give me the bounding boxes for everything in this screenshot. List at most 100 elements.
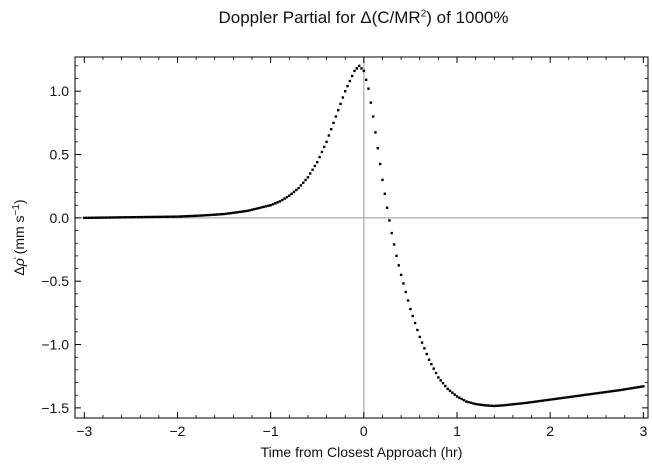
data-point (269, 204, 272, 207)
x-tick-label: −2 (170, 423, 186, 439)
data-point (99, 216, 102, 219)
y-tick-label: −0.5 (41, 273, 69, 289)
data-point (229, 211, 233, 215)
data-point (325, 140, 328, 144)
data-point (341, 96, 345, 99)
y-tick-label: 0.5 (50, 147, 70, 163)
data-point (327, 134, 331, 137)
data-point (134, 215, 137, 219)
data-point (206, 213, 209, 217)
data-point (264, 205, 268, 208)
data-point (292, 190, 296, 194)
data-point (201, 214, 205, 217)
data-point (274, 202, 277, 205)
data-point (297, 186, 300, 190)
data-point (257, 206, 261, 210)
data-point (609, 390, 612, 393)
data-point (248, 209, 251, 212)
data-point (332, 121, 335, 125)
data-point (623, 388, 626, 391)
x-axis-label: Time from Closest Approach (hr) (261, 444, 463, 460)
data-point (378, 162, 382, 166)
data-point (85, 216, 88, 220)
data-point (427, 358, 431, 361)
data-point (439, 379, 442, 382)
data-point (146, 215, 149, 219)
data-point (367, 87, 370, 90)
data-point (369, 101, 373, 104)
data-point (448, 389, 452, 392)
chart-title-exponent: 2 (420, 8, 427, 20)
data-point (260, 206, 263, 209)
data-point (635, 386, 638, 389)
data-point (120, 216, 123, 219)
data-point (159, 215, 163, 219)
data-point (192, 214, 195, 218)
data-point (187, 214, 191, 218)
y-axis-label: Δρ̇ (mm s−1) (11, 199, 28, 275)
x-tick-label: −3 (76, 423, 92, 439)
data-point (164, 215, 168, 218)
data-point (621, 388, 624, 391)
y-tick-label: −1.5 (41, 400, 69, 416)
data-point (334, 115, 338, 118)
data-point (104, 216, 107, 219)
data-point (299, 184, 303, 187)
data-point (171, 215, 175, 218)
data-point (616, 389, 619, 392)
data-point (607, 390, 610, 393)
data-point (330, 128, 333, 131)
data-markers (83, 64, 645, 408)
data-point (486, 404, 489, 407)
data-point (183, 215, 186, 218)
data-point (630, 387, 633, 390)
data-point (234, 211, 237, 214)
reference-lines (75, 57, 648, 418)
data-point (388, 219, 391, 222)
data-point (399, 273, 403, 277)
data-point (553, 397, 557, 401)
x-tick-label: 3 (639, 423, 647, 439)
data-point (618, 388, 622, 392)
data-point (569, 395, 573, 398)
data-point (479, 403, 482, 406)
data-point (441, 381, 445, 385)
data-point (295, 188, 298, 192)
data-point (213, 213, 216, 216)
data-point (404, 290, 407, 294)
data-point (534, 400, 538, 403)
data-point (425, 352, 428, 356)
y-axis-label-units-close: ) (11, 199, 27, 204)
data-point (316, 160, 319, 164)
data-point (495, 404, 498, 408)
data-point (197, 214, 200, 217)
data-point (614, 389, 617, 392)
data-point (211, 213, 214, 217)
data-point (539, 399, 543, 403)
data-point (567, 395, 571, 399)
data-point (411, 314, 414, 318)
data-point (267, 204, 270, 207)
data-point (490, 404, 494, 408)
data-point (362, 69, 366, 73)
data-point (113, 216, 116, 219)
data-point (385, 206, 389, 209)
data-point (255, 207, 258, 210)
data-point (376, 147, 380, 150)
data-point (101, 216, 105, 219)
data-point (285, 195, 289, 199)
x-tick-label: 1 (453, 423, 461, 439)
data-point (148, 215, 151, 219)
data-point (173, 215, 177, 218)
data-point (590, 392, 594, 396)
data-point (406, 299, 410, 302)
data-point (313, 164, 317, 168)
data-point (521, 402, 524, 405)
data-point (437, 376, 440, 379)
data-point (346, 84, 349, 88)
data-point (483, 404, 487, 407)
data-point (632, 386, 636, 390)
data-point (281, 198, 284, 202)
data-point (469, 401, 473, 404)
data-point (343, 90, 347, 93)
